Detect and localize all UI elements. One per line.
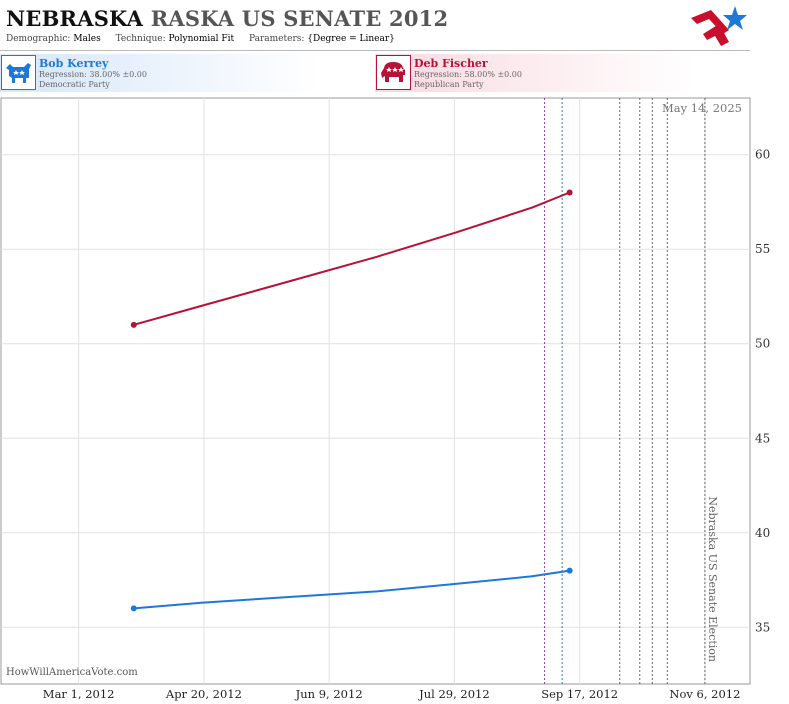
series-point-end — [566, 189, 573, 196]
series-point-start — [130, 321, 137, 328]
series-point-start — [130, 605, 137, 612]
title-rest: RASKA US SENATE 2012 — [150, 6, 449, 31]
parameters-label: Parameters: — [248, 34, 305, 44]
y-tick-label: 35 — [755, 620, 770, 634]
x-tick-label: Jul 29, 2012 — [418, 687, 490, 701]
chart-subtitle: Demographic: Males Technique: Polynomial… — [6, 34, 407, 44]
x-tick-label: Jun 9, 2012 — [295, 687, 363, 701]
x-tick-label: Apr 20, 2012 — [165, 687, 242, 701]
y-tick-label: 45 — [755, 431, 770, 445]
donkey-icon — [1, 55, 36, 90]
candidate-regression: Regression: 58.00% ±0.00 — [414, 70, 522, 79]
x-tick-label: Mar 1, 2012 — [43, 687, 115, 701]
x-tick-label: Nov 6, 2012 — [669, 687, 740, 701]
candidate-name: Bob Kerrey — [39, 57, 109, 70]
x-tick-label: Sep 17, 2012 — [541, 687, 618, 701]
plot-area — [0, 97, 751, 685]
polling-line-chart: 35 40 45 50 55 60 Mar 1, 2012 Apr 20, 2012 Jun 9… — [0, 97, 770, 701]
series-point-end — [566, 567, 573, 574]
candidate-party: Republican Party — [414, 80, 484, 89]
series-line — [133, 569, 570, 610]
candidate-name: Deb Fischer — [414, 57, 488, 70]
election-label: Nebraska US Senate Election — [706, 496, 719, 662]
candidate-panel-republican: Deb Fischer Regression: 58.00% ±0.00 Rep… — [375, 54, 750, 92]
page-title: NEBRASKA RASKA US SENATE 2012 — [6, 6, 448, 31]
technique-value: Polynomial Fit — [168, 34, 235, 44]
candidate-party: Democratic Party — [39, 80, 110, 89]
technique-label: Technique: — [115, 34, 166, 44]
demographic-value: Males — [73, 34, 101, 44]
title-bar: NEBRASKA RASKA US SENATE 2012 Demographi… — [0, 0, 789, 52]
title-divider — [0, 50, 750, 51]
elephant-icon — [376, 55, 411, 90]
title-state: NEBRASKA — [6, 6, 144, 31]
y-tick-label: 60 — [755, 148, 770, 162]
y-tick-label: 55 — [755, 242, 770, 256]
candidate-panel-democrat: Bob Kerrey Regression: 38.00% ±0.00 Demo… — [0, 54, 375, 92]
y-tick-label: 40 — [755, 526, 770, 540]
site-logo-icon — [691, 6, 747, 46]
y-tick-label: 50 — [755, 337, 770, 351]
parameters-value: {Degree = Linear} — [307, 34, 395, 44]
demographic-label: Demographic: — [6, 34, 71, 44]
watermark: HowWillAmericaVote.com — [6, 667, 138, 678]
candidate-regression: Regression: 38.00% ±0.00 — [39, 70, 147, 79]
series-line — [133, 191, 570, 326]
date-label: May 14, 2025 — [662, 101, 742, 115]
